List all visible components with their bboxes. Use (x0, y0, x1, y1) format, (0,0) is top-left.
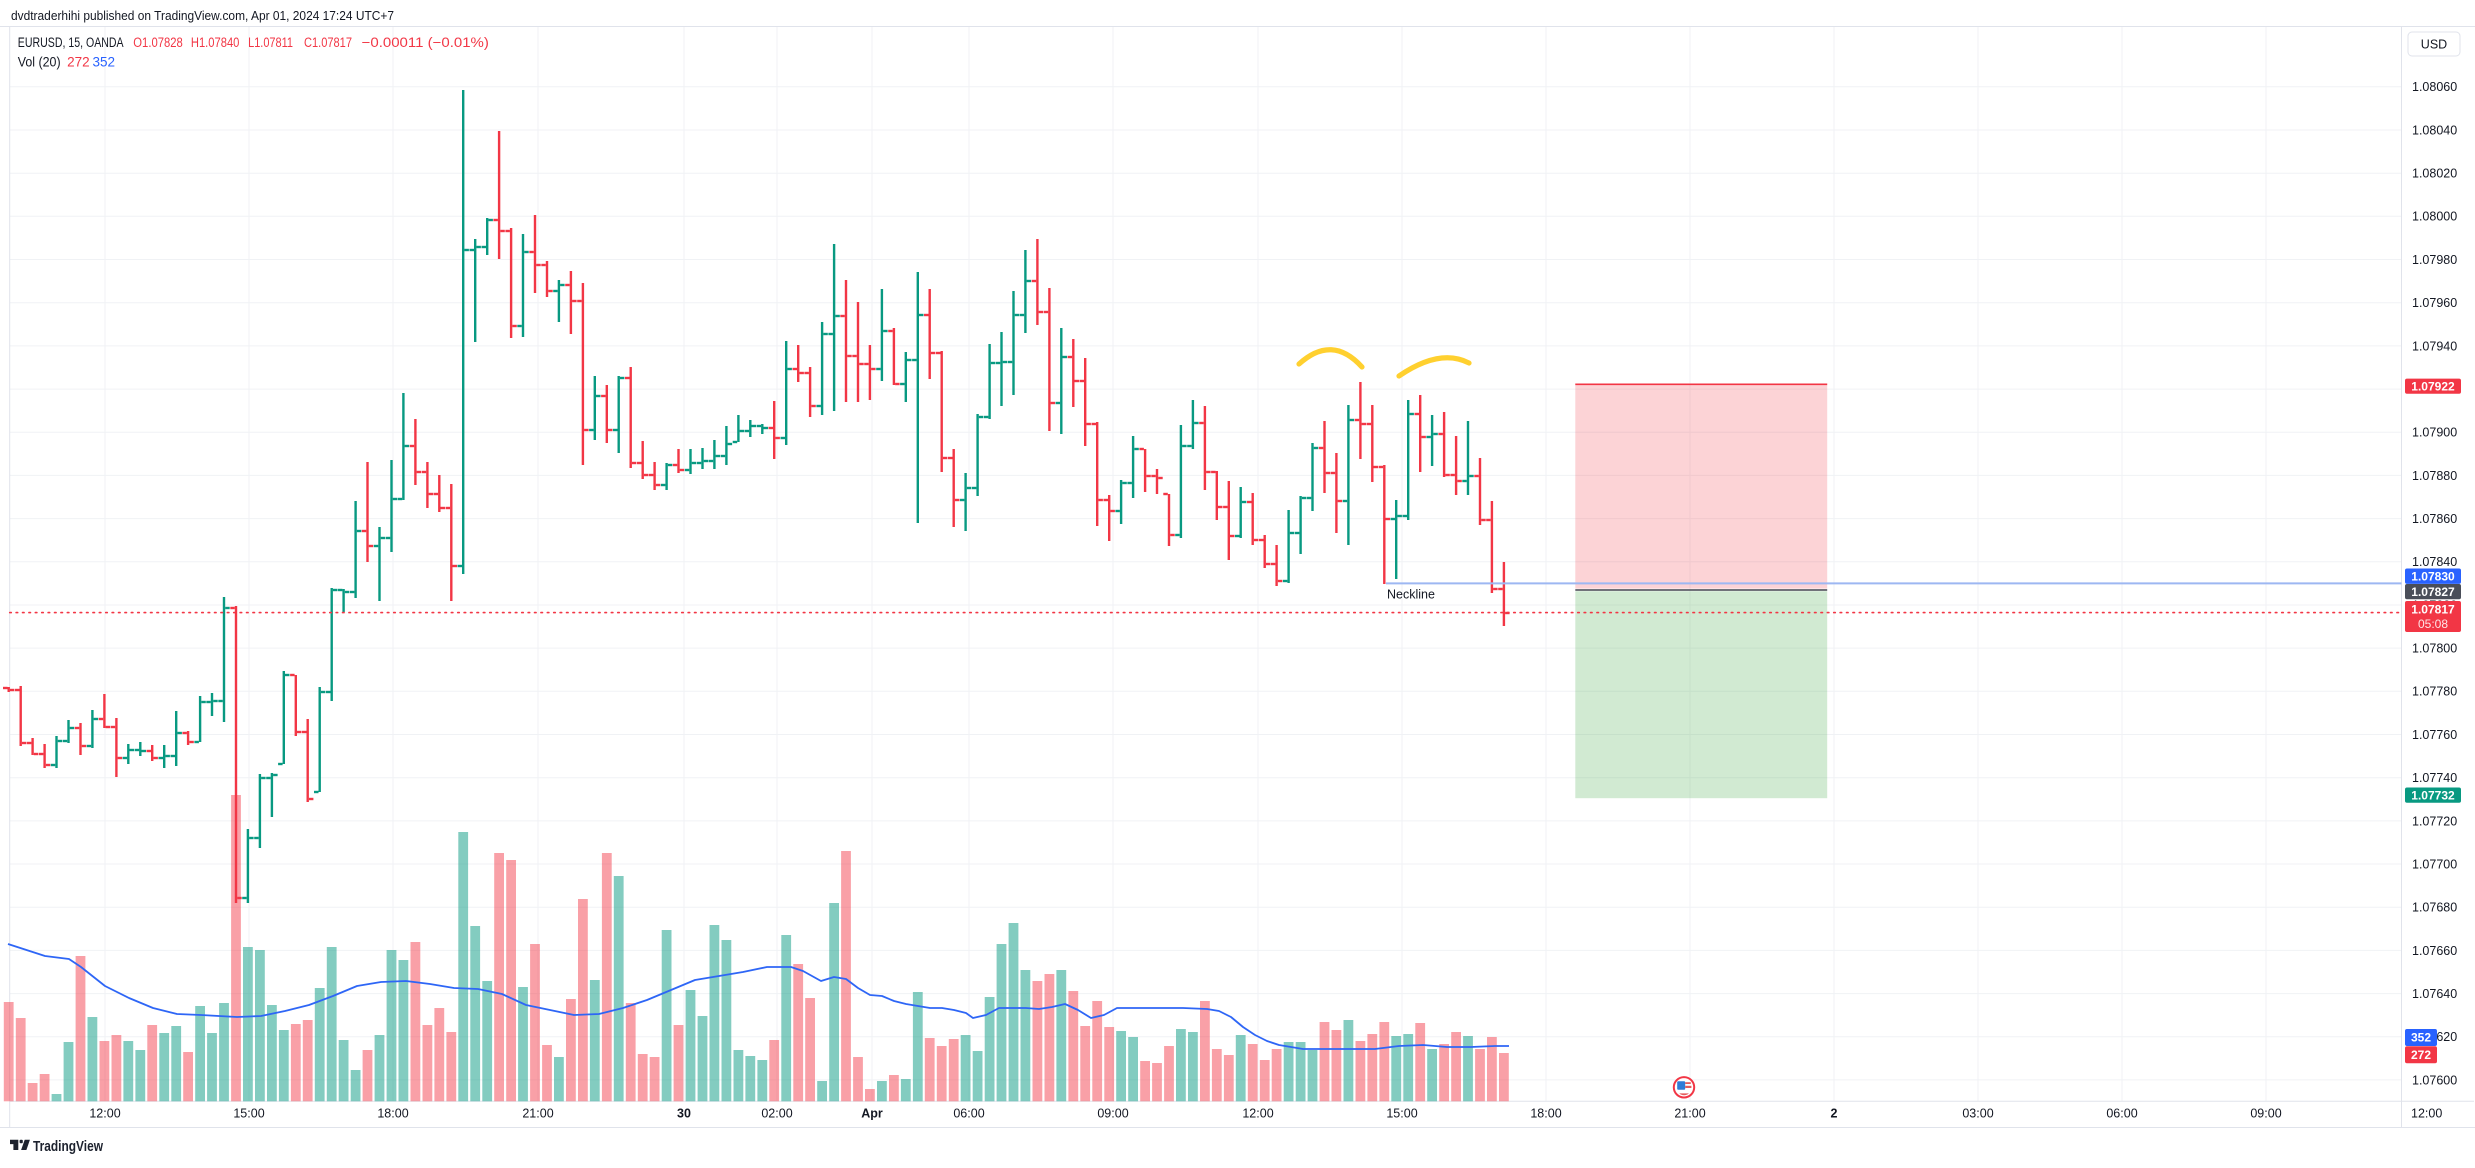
svg-text:30: 30 (677, 1107, 691, 1121)
svg-text:12:00: 12:00 (2411, 1107, 2442, 1121)
svg-text:12:00: 12:00 (89, 1107, 120, 1121)
svg-text:1.07660: 1.07660 (2412, 944, 2457, 958)
svg-text:H1.07840: H1.07840 (191, 35, 240, 50)
svg-text:06:00: 06:00 (953, 1107, 984, 1121)
svg-text:Apr: Apr (861, 1107, 883, 1121)
svg-text:TradingView: TradingView (33, 1139, 104, 1155)
svg-text:06:00: 06:00 (2106, 1107, 2137, 1121)
svg-text:02:00: 02:00 (761, 1107, 792, 1121)
svg-text:C1.07817: C1.07817 (304, 35, 352, 50)
svg-text:09:00: 09:00 (2250, 1107, 2281, 1121)
svg-text:18:00: 18:00 (1530, 1107, 1561, 1121)
svg-text:O1.07828: O1.07828 (133, 35, 183, 50)
svg-text:−0.00011 (−0.01%): −0.00011 (−0.01%) (362, 35, 489, 50)
svg-text:1.07817: 1.07817 (2411, 603, 2455, 617)
svg-text:1.07780: 1.07780 (2412, 685, 2457, 699)
svg-text:05:08: 05:08 (2418, 617, 2448, 631)
svg-text:1.07880: 1.07880 (2412, 469, 2457, 483)
svg-text:USD: USD (2421, 38, 2447, 52)
svg-text:1.08000: 1.08000 (2412, 210, 2457, 224)
svg-text:272: 272 (67, 55, 90, 70)
svg-text:1.07940: 1.07940 (2412, 339, 2457, 353)
svg-text:1.07840: 1.07840 (2412, 555, 2457, 569)
svg-text:1.08040: 1.08040 (2412, 123, 2457, 137)
svg-text:2: 2 (1831, 1107, 1838, 1121)
svg-text:1.07900: 1.07900 (2412, 426, 2457, 440)
svg-text:EURUSD, 15, OANDA: EURUSD, 15, OANDA (18, 35, 124, 50)
svg-text:272: 272 (2411, 1048, 2431, 1062)
svg-text:1.07720: 1.07720 (2412, 814, 2457, 828)
svg-text:1.07830: 1.07830 (2411, 569, 2455, 583)
svg-text:18:00: 18:00 (377, 1107, 408, 1121)
svg-text:12:00: 12:00 (1242, 1107, 1273, 1121)
svg-text:21:00: 21:00 (1674, 1107, 1705, 1121)
svg-text:Neckline: Neckline (1387, 588, 1435, 602)
svg-text:Vol (20): Vol (20) (18, 55, 61, 70)
svg-text:L1.07811: L1.07811 (248, 35, 293, 50)
svg-text:1.07980: 1.07980 (2412, 253, 2457, 267)
svg-text:dvdtraderhihi published on Tra: dvdtraderhihi published on TradingView.c… (11, 8, 394, 23)
svg-text:1.07700: 1.07700 (2412, 857, 2457, 871)
svg-text:1.07860: 1.07860 (2412, 512, 2457, 526)
svg-text:1.07800: 1.07800 (2412, 642, 2457, 656)
svg-text:1.07600: 1.07600 (2412, 1073, 2457, 1087)
svg-text:1.07960: 1.07960 (2412, 296, 2457, 310)
svg-text:09:00: 09:00 (1097, 1107, 1128, 1121)
svg-text:15:00: 15:00 (233, 1107, 264, 1121)
svg-text:03:00: 03:00 (1962, 1107, 1993, 1121)
svg-text:1.07680: 1.07680 (2412, 901, 2457, 915)
svg-text:1.07760: 1.07760 (2412, 728, 2457, 742)
svg-text:1.07740: 1.07740 (2412, 771, 2457, 785)
svg-text:1.08060: 1.08060 (2412, 80, 2457, 94)
svg-text:21:00: 21:00 (522, 1107, 553, 1121)
svg-text:1.07922: 1.07922 (2411, 379, 2455, 393)
svg-text:15:00: 15:00 (1386, 1107, 1417, 1121)
svg-text:1.07640: 1.07640 (2412, 987, 2457, 1001)
svg-text:352: 352 (2411, 1031, 2431, 1045)
svg-text:1.07827: 1.07827 (2411, 585, 2455, 599)
svg-text:352: 352 (93, 55, 116, 70)
svg-text:1.08020: 1.08020 (2412, 167, 2457, 181)
svg-text:1.07732: 1.07732 (2411, 788, 2455, 802)
